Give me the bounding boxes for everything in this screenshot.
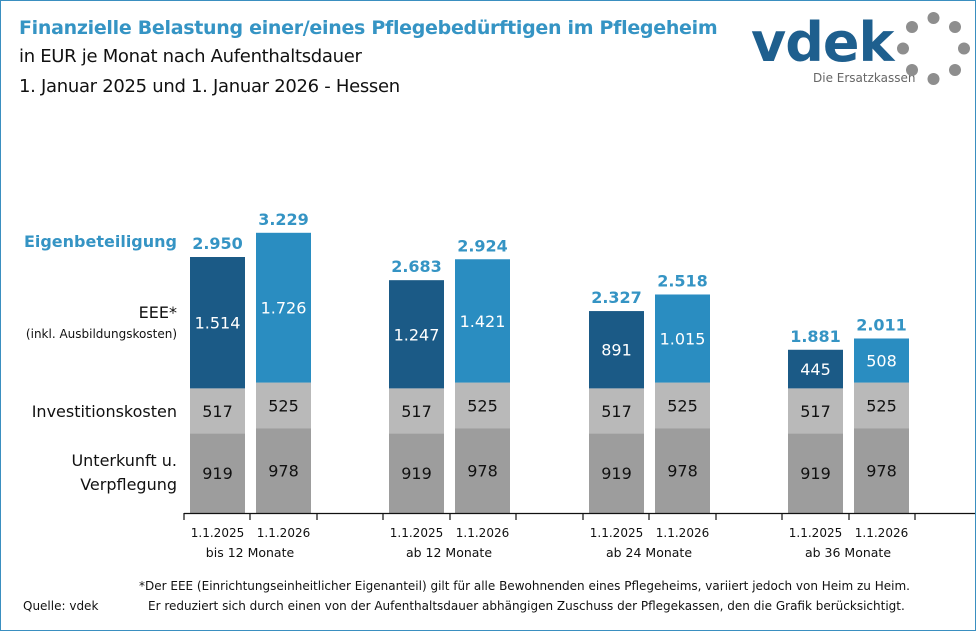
- bar-eee: [190, 257, 245, 389]
- chart-subtitle: in EUR je Monat nach Aufenthaltsdauer: [19, 46, 362, 67]
- value-label-unterkunft: 919: [401, 464, 432, 483]
- label-unterkunft-2: Verpflegung: [80, 475, 177, 494]
- x-tick-label-date: 1.1.2026: [655, 526, 710, 540]
- bar-eee: [455, 259, 510, 383]
- x-tick-label-date: 1.1.2026: [854, 526, 909, 540]
- bar-eee: [256, 232, 311, 383]
- value-label-eee: 1.247: [394, 325, 440, 344]
- source-label: Quelle: vdek: [23, 599, 99, 613]
- x-group-label: ab 12 Monate: [405, 545, 493, 560]
- value-label-investitionskosten: 525: [667, 396, 698, 415]
- x-tick-label-date: 1.1.2026: [256, 526, 311, 540]
- value-label-investitionskosten: 517: [202, 402, 233, 421]
- label-unterkunft-1: Unterkunft u.: [71, 451, 177, 470]
- logo-tagline: Die Ersatzkassen: [813, 71, 916, 85]
- value-label-total: 2.683: [391, 257, 442, 276]
- value-label-investitionskosten: 517: [601, 402, 632, 421]
- bar-investitionskosten: [854, 382, 909, 429]
- bar-eee: [389, 280, 444, 389]
- value-label-investitionskosten: 517: [800, 402, 831, 421]
- value-label-investitionskosten: 525: [467, 396, 498, 415]
- label-eigenbeteiligung: Eigenbeteiligung: [23, 232, 177, 251]
- x-group-label: bis 12 Monate: [205, 545, 295, 560]
- label-eee-note: (inkl. Ausbildungskosten): [25, 327, 177, 341]
- x-tick-label-date: 1.1.2026: [455, 526, 510, 540]
- bar-investitionskosten: [589, 388, 644, 434]
- value-label-eee: 508: [866, 352, 897, 371]
- bar-unterkunft: [455, 428, 510, 513]
- value-label-eee: 1.015: [660, 330, 706, 349]
- value-label-unterkunft: 919: [800, 464, 831, 483]
- value-label-eee: 1.514: [195, 314, 241, 333]
- logo-word: vdek: [751, 11, 894, 74]
- value-label-total: 1.881: [790, 327, 841, 346]
- value-label-investitionskosten: 517: [401, 402, 432, 421]
- label-eee: EEE*: [138, 303, 177, 322]
- logo-circle-icon: [897, 12, 970, 85]
- value-label-unterkunft: 978: [467, 462, 498, 481]
- bar-investitionskosten: [788, 388, 843, 434]
- bar-unterkunft: [854, 428, 909, 513]
- x-group-label: ab 24 Monate: [605, 545, 693, 560]
- bar-unterkunft: [788, 433, 843, 513]
- value-label-total: 2.950: [192, 234, 243, 253]
- bar-eee: [589, 311, 644, 389]
- value-label-investitionskosten: 525: [866, 396, 897, 415]
- value-label-unterkunft: 919: [601, 464, 632, 483]
- x-group-label: ab 36 Monate: [804, 545, 892, 560]
- value-label-unterkunft: 978: [268, 462, 299, 481]
- x-tick-label-date: 1.1.2025: [389, 526, 444, 540]
- bar-investitionskosten: [256, 382, 311, 429]
- value-label-eee: 1.421: [460, 312, 506, 331]
- x-tick-label-date: 1.1.2025: [788, 526, 843, 540]
- value-label-eee: 891: [601, 341, 632, 360]
- chart-subtitle-date: 1. Januar 2025 und 1. Januar 2026 - Hess…: [19, 76, 400, 97]
- label-investitionskosten: Investitionskosten: [31, 402, 177, 421]
- bar-unterkunft: [589, 433, 644, 513]
- value-label-total: 2.518: [657, 271, 708, 290]
- value-label-investitionskosten: 525: [268, 396, 299, 415]
- bar-investitionskosten: [190, 388, 245, 434]
- bar-investitionskosten: [389, 388, 444, 434]
- x-tick-label-date: 1.1.2025: [589, 526, 644, 540]
- bar-eee: [655, 294, 710, 383]
- bar-eee: [854, 338, 909, 383]
- value-label-total: 2.327: [591, 288, 642, 307]
- bar-unterkunft: [256, 428, 311, 513]
- chart-title: Finanzielle Belastung einer/eines Pflege…: [19, 17, 718, 39]
- x-tick-label-date: 1.1.2025: [190, 526, 245, 540]
- value-label-eee: 1.726: [261, 299, 307, 318]
- value-label-unterkunft: 919: [202, 464, 233, 483]
- value-label-total: 3.229: [258, 210, 309, 229]
- bar-unterkunft: [190, 433, 245, 513]
- footnote-2: Er reduziert sich durch einen von der Au…: [148, 599, 905, 613]
- bar-investitionskosten: [455, 382, 510, 429]
- value-label-unterkunft: 978: [866, 462, 897, 481]
- value-label-total: 2.924: [457, 236, 508, 255]
- value-label-total: 2.011: [856, 315, 907, 334]
- bar-investitionskosten: [655, 382, 710, 429]
- footnote-1: *Der EEE (Einrichtungseinheitlicher Eige…: [139, 579, 910, 593]
- bar-unterkunft: [389, 433, 444, 513]
- bar-eee: [788, 349, 843, 389]
- bar-unterkunft: [655, 428, 710, 513]
- value-label-unterkunft: 978: [667, 462, 698, 481]
- value-label-eee: 445: [800, 360, 831, 379]
- vdek-logo: vdek Die Ersatzkassen: [751, 11, 971, 91]
